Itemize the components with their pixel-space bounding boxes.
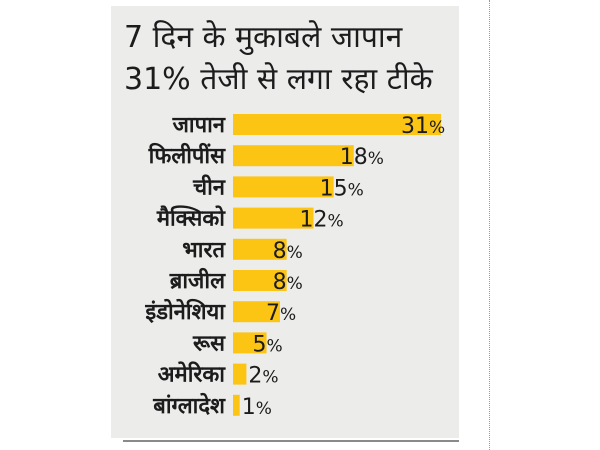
category-label: अमेरिका (158, 361, 227, 388)
column-divider (489, 0, 490, 450)
bar (233, 270, 287, 291)
value-label: 7% (266, 301, 296, 326)
category-label: मैक्सिको (156, 205, 226, 232)
bar (233, 238, 287, 260)
value-label: 18% (340, 145, 384, 170)
bar (233, 176, 334, 198)
value-label: 31% (401, 114, 445, 139)
bar (233, 363, 247, 385)
bar (233, 394, 240, 416)
value-label: 1% (242, 395, 272, 420)
value-label: 5% (253, 332, 283, 357)
bottom-rule (123, 440, 459, 442)
bar (233, 114, 441, 135)
bar-chart: जापान 31% फिलीपींस 18% चीन 15% मैक्सिको 12% भारत… (144, 113, 445, 420)
category-label: ब्राजील (169, 267, 226, 294)
category-label: फिलीपींस (148, 142, 226, 169)
category-label: जापान (172, 113, 226, 138)
chart-title-line-2: 31% तेजी से लगा रहा टीके (124, 62, 433, 97)
bar (233, 301, 280, 323)
chart-title-line-1: 7 दिन के मुकाबले जापान (124, 20, 403, 55)
bar (233, 207, 314, 229)
category-label: रूस (192, 331, 226, 356)
value-label: 8% (273, 239, 303, 264)
category-label: इंडोनेशिया (144, 298, 226, 325)
category-label: चीन (192, 173, 226, 200)
category-label: भारत (182, 238, 226, 263)
value-label: 15% (320, 176, 364, 201)
bar (233, 332, 267, 354)
value-label: 2% (248, 364, 278, 389)
bar (233, 145, 354, 167)
category-label: बांग्लादेश (152, 392, 226, 419)
value-label: 12% (300, 208, 344, 233)
value-label: 8% (273, 270, 303, 295)
